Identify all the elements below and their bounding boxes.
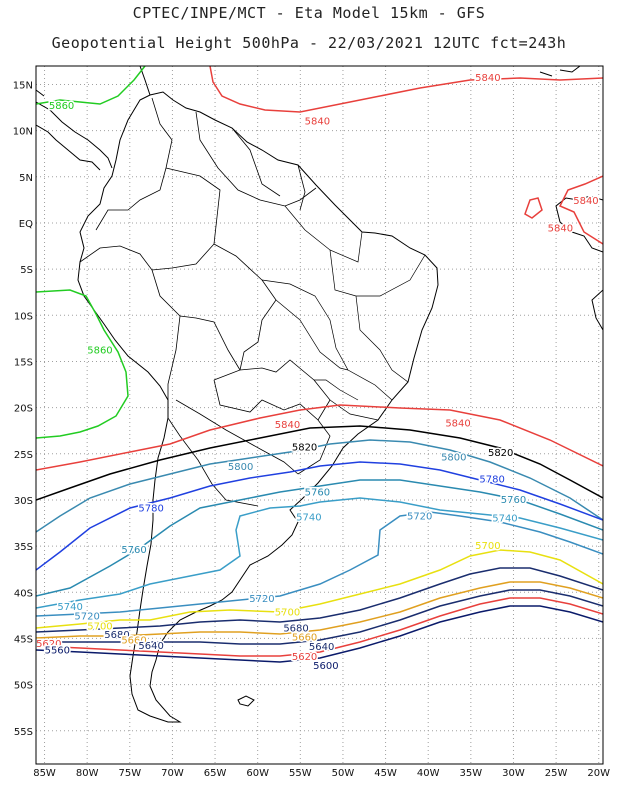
contour-label: 5700 bbox=[475, 541, 500, 552]
contour-5720 bbox=[36, 511, 603, 617]
x-tick-label: 50W bbox=[332, 768, 355, 779]
y-tick-label: 50S bbox=[14, 681, 33, 692]
y-tick-label: 15N bbox=[13, 80, 33, 91]
x-tick-label: 70W bbox=[161, 768, 184, 779]
contour-label: 5700 bbox=[275, 608, 300, 619]
contour-label: 5720 bbox=[74, 611, 99, 622]
contour-5840-north bbox=[209, 66, 603, 113]
contour-label: 5740 bbox=[492, 513, 517, 524]
y-tick-label: 20S bbox=[14, 404, 33, 415]
contour-5700 bbox=[36, 549, 603, 629]
contour-5640 bbox=[36, 589, 603, 645]
y-tick-label: 5S bbox=[20, 265, 33, 276]
contour-label: 5820 bbox=[292, 442, 317, 453]
contour-label: 5780 bbox=[138, 503, 163, 514]
x-tick-label: 55W bbox=[289, 768, 312, 779]
contour-label: 5840 bbox=[305, 116, 330, 127]
contour-label: 5640 bbox=[309, 642, 334, 653]
contour-5600 bbox=[36, 605, 603, 663]
y-tick-label: 45S bbox=[14, 634, 33, 645]
x-tick-label: 40W bbox=[417, 768, 440, 779]
country-borders bbox=[79, 97, 331, 507]
axis-ticks: 85W 80W 75W 70W 65W 60W 55W 50W 45W 40W 35W 30W 25W 2… bbox=[13, 80, 610, 779]
y-tick-label: 10S bbox=[14, 311, 33, 322]
contour-label: 5800 bbox=[441, 453, 466, 464]
x-tick-label: 35W bbox=[460, 768, 483, 779]
contour-5740 bbox=[36, 497, 603, 609]
y-tick-label: 10N bbox=[13, 127, 33, 138]
y-tick-label: 35S bbox=[14, 542, 33, 553]
contour-label: 5860 bbox=[49, 101, 74, 112]
central-america-coastline bbox=[36, 66, 151, 171]
x-tick-label: 60W bbox=[246, 768, 269, 779]
falklands-islands bbox=[237, 695, 255, 707]
x-tick-label: 80W bbox=[76, 768, 99, 779]
y-tick-label: 25S bbox=[14, 450, 33, 461]
contour-label: 5840 bbox=[573, 196, 598, 207]
y-tick-label: 30S bbox=[14, 496, 33, 507]
contour-label: 5860 bbox=[87, 345, 112, 356]
contour-label: 5820 bbox=[488, 448, 513, 459]
contour-label: 5840 bbox=[548, 224, 573, 235]
contour-5780 bbox=[36, 461, 603, 571]
height-contours bbox=[36, 66, 603, 663]
contour-label: 5760 bbox=[501, 495, 526, 506]
contour-5660 bbox=[36, 581, 603, 639]
contour-5840-east bbox=[558, 175, 603, 245]
x-tick-label: 75W bbox=[118, 768, 141, 779]
contour-label: 5760 bbox=[305, 488, 330, 499]
x-tick-label: 30W bbox=[502, 768, 525, 779]
y-tick-label: EQ bbox=[19, 219, 33, 230]
contour-label: 5800 bbox=[228, 462, 253, 473]
contour-5800 bbox=[36, 439, 603, 533]
brazil-state-borders bbox=[261, 205, 426, 421]
y-tick-label: 15S bbox=[14, 357, 33, 368]
africa-coastline bbox=[539, 66, 603, 331]
contour-label: 5600 bbox=[313, 661, 338, 672]
plot-frame bbox=[35, 65, 604, 765]
contour-label: 5700 bbox=[87, 622, 112, 633]
contour-label: 5620 bbox=[292, 652, 317, 663]
x-tick-label: 25W bbox=[545, 768, 568, 779]
contour-label: 5720 bbox=[407, 512, 432, 523]
x-tick-label: 85W bbox=[33, 768, 56, 779]
contour-label: 5660 bbox=[292, 633, 317, 644]
y-tick-label: 40S bbox=[14, 588, 33, 599]
contour-label: 5760 bbox=[121, 545, 146, 556]
contour-labels: 5840 5840 5860 5840 5840 5860 5840 5840 5820 5820… bbox=[35, 72, 601, 674]
contour-label: 5720 bbox=[249, 594, 274, 605]
y-tick-label: 5N bbox=[19, 173, 33, 184]
map-title: CPTEC/INPE/MCT - Eta Model 15km - GFS bbox=[132, 4, 486, 22]
x-tick-label: 65W bbox=[204, 768, 227, 779]
contour-5840-east-small bbox=[524, 197, 543, 219]
contour-label: 5680 bbox=[104, 630, 129, 641]
lat-lon-grid bbox=[36, 66, 603, 764]
contour-5860-west bbox=[36, 289, 129, 439]
contour-label: 5660 bbox=[121, 635, 146, 646]
contour-5620 bbox=[36, 597, 603, 657]
map-subtitle: Geopotential Height 500hPa - 22/03/2021 … bbox=[51, 34, 567, 52]
x-tick-label: 20W bbox=[587, 768, 610, 779]
contour-label: 5780 bbox=[479, 475, 504, 486]
contour-label: 5620 bbox=[36, 639, 61, 650]
contour-label: 5740 bbox=[296, 513, 321, 524]
contour-label: 5560 bbox=[45, 646, 70, 657]
contour-5760 bbox=[36, 479, 603, 597]
contour-label: 5840 bbox=[475, 73, 500, 84]
contour-label: 5840 bbox=[275, 420, 300, 431]
contour-label: 5680 bbox=[283, 623, 308, 634]
contour-label: 5740 bbox=[57, 602, 82, 613]
y-tick-label: 55S bbox=[14, 727, 33, 738]
coastlines-and-borders bbox=[36, 66, 603, 723]
contour-5860-north bbox=[36, 66, 146, 105]
contour-label: 5840 bbox=[445, 418, 470, 429]
contour-5680 bbox=[36, 567, 603, 633]
south-america-coastline bbox=[77, 91, 439, 723]
contour-5820 bbox=[36, 425, 603, 501]
x-tick-label: 45W bbox=[374, 768, 397, 779]
contour-5840-main bbox=[36, 404, 603, 471]
contour-label: 5640 bbox=[138, 641, 163, 652]
